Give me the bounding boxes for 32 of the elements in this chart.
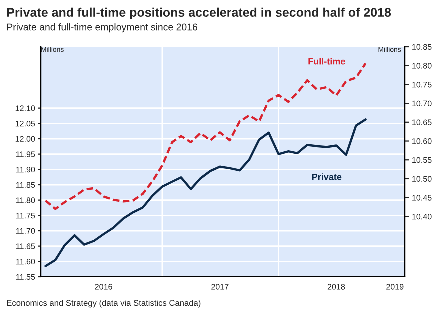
y-tick-label: 11.90	[16, 166, 36, 173]
line-series	[44, 118, 367, 268]
y-tick-label: 11.85	[16, 182, 36, 188]
y-tick-label: 12.00	[16, 136, 36, 142]
x-tick-label: 2018	[328, 284, 346, 290]
y-tick-label: 11.80	[16, 198, 36, 204]
y2-tick-label: 10.70	[412, 100, 432, 107]
series-label: Full-time	[308, 58, 346, 65]
text: Private	[312, 174, 342, 180]
y-tick-label: 12.05	[16, 120, 36, 127]
y2-tick-label: 10.55	[412, 157, 432, 164]
x-tick-label: 2017	[212, 284, 229, 290]
y2-tick-label: 10.75	[412, 82, 432, 88]
y2-tick-label: 10.60	[412, 138, 432, 144]
y2-tick-label: 10.45	[412, 195, 432, 201]
chart-subtitle: Private and full-time employment since 2016	[7, 24, 198, 33]
y-tick-label: 11.65	[16, 244, 36, 250]
y2-tick-label: 10.85	[412, 44, 432, 50]
y-tick-label: 11.75	[16, 213, 36, 219]
x-tick-label: 2019	[386, 284, 404, 290]
y2-tick-label: 10.65	[412, 120, 432, 126]
y-tick-label: 12.10	[16, 106, 36, 112]
y-tick-label: 11.95	[16, 152, 36, 158]
y-tick-label: 11.55	[16, 274, 36, 280]
chart-title: Private and full-time positions accelerated in second half of 2018	[7, 8, 392, 20]
y2-tick-label: 10.50	[412, 176, 432, 182]
y-tick-label: 11.70	[16, 228, 36, 234]
y-tick-label: 11.60	[16, 258, 36, 265]
x-tick-label: 2016	[95, 284, 112, 290]
y2-tick-label: 10.40	[412, 214, 432, 220]
text: Economics and Strategy (data via Statistics Canada)	[7, 300, 201, 308]
y2-tick-label: 10.80	[412, 63, 432, 69]
